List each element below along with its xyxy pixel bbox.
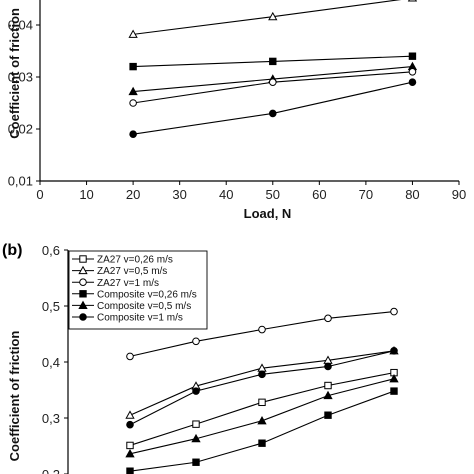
panel-b-series-1-point xyxy=(324,381,332,390)
panel-b-legend-entry: ZA27 v=0,26 m/s xyxy=(97,255,173,266)
panel-a-x-tick-label: 0 xyxy=(36,187,43,202)
panel-b-series-4-point xyxy=(192,458,200,466)
panel-b-legend-marker xyxy=(79,278,87,287)
panel-b-legend-entry: Composite v=0,26 m/s xyxy=(97,289,197,300)
panel-b-legend-entry: Composite v=0,5 m/s xyxy=(97,301,191,312)
panel-b-legend-box xyxy=(68,250,208,330)
panel-a-x-tick-label: 10 xyxy=(79,187,93,202)
panel-a-series-2-point xyxy=(269,57,277,66)
panel-b-series-6-point xyxy=(390,347,398,355)
panel-b-y-axis-label: Coefficient of friction xyxy=(7,331,22,462)
panel-a-series-4-point xyxy=(129,99,137,107)
panel-b-series-5-point xyxy=(257,415,267,425)
panel-b-y-tick-label: 0,3 xyxy=(42,411,60,426)
panel-b-series-3-point xyxy=(192,337,200,346)
panel-b-series-1-point xyxy=(192,420,200,428)
panel-b-series-4-point xyxy=(324,411,332,419)
panel-a-series-5-line xyxy=(133,81,413,135)
panel-a-y-tick-label: 0,01 xyxy=(8,174,33,189)
panel-a-x-tick-label: 60 xyxy=(312,187,326,202)
panel-a-series-5-point xyxy=(129,130,137,138)
panel-b-series-2-point xyxy=(125,410,135,419)
panel-a-series-5-point xyxy=(268,109,277,118)
panel-b-series-5-point xyxy=(125,449,135,458)
panel-b-legend-marker xyxy=(79,313,87,321)
panel-a-series-1-point xyxy=(407,0,418,2)
panel-b-chart: (b) 0,2 0,3 0,4 0,5 0,6 Coefficient of frictio… xyxy=(2,242,399,474)
panel-b-series-4-point xyxy=(258,439,266,447)
panel-b-series-5-point xyxy=(323,390,333,400)
panel-a-y-tick-label: 0,02 xyxy=(8,122,33,137)
panel-b-series-1-point xyxy=(126,441,134,450)
panel-b-series-3-point xyxy=(390,307,398,316)
panel-a-series-5-point xyxy=(408,78,417,86)
panel-b-series-1-point xyxy=(258,398,266,407)
panel-b-legend-entry: ZA27 v=0,5 m/s xyxy=(97,266,167,277)
panel-b-series-4-point xyxy=(126,467,134,474)
panel-a-x-tick-label: 50 xyxy=(266,187,280,202)
panel-b-legend-marker xyxy=(79,255,87,263)
panel-a-series-1-point xyxy=(268,11,278,21)
panel-a-y-tick-label: 0,03 xyxy=(8,70,33,85)
panel-a-x-axis-label: Load, N xyxy=(244,206,292,221)
panel-b-series-3-point xyxy=(126,352,134,361)
panel-b-series-3-point xyxy=(324,314,332,323)
panel-b-series-6-line xyxy=(129,350,395,426)
panel-b-legend-entry: ZA27 v=1 m/s xyxy=(97,278,159,289)
panel-a-chart: 0,01 0,02 0,03 0,04 0 10 20 30 40 50 60 70 80 90 Load,… xyxy=(7,0,466,221)
panel-a-series-3-point xyxy=(128,86,138,96)
panel-b-label: (b) xyxy=(2,242,22,259)
panel-b-legend-marker xyxy=(78,265,88,275)
panel-a-x-tick-label: 70 xyxy=(359,187,373,202)
panel-b-series-6-point xyxy=(324,362,332,371)
panel-b-series-5-point xyxy=(191,433,201,443)
panel-a-series-4-point xyxy=(408,68,417,76)
panel-a-y-tick-label: 0,04 xyxy=(8,18,33,33)
panel-a-x-tick-label: 30 xyxy=(172,187,186,202)
panel-a-x-tick-label: 40 xyxy=(219,187,233,202)
panel-b-legend-entry: Composite v=1 m/s xyxy=(97,313,183,324)
panel-b-legend-marker xyxy=(78,300,88,309)
panel-a-series-1-point xyxy=(128,29,138,38)
panel-b-y-tick-label: 0,6 xyxy=(42,243,60,258)
panel-b-series-6-point xyxy=(258,370,266,379)
panel-a-series-2-point xyxy=(408,52,417,60)
panel-b-series-4-point xyxy=(390,387,398,395)
panel-a-y-axis-label: Coefficient of friction xyxy=(7,8,22,139)
panel-b-series-6-point xyxy=(192,387,200,395)
panel-b-series-6-point xyxy=(126,420,134,429)
panel-a-series-4-point xyxy=(268,78,277,86)
panel-b-y-tick-label: 0,5 xyxy=(42,299,60,314)
panel-a-x-tick-label: 90 xyxy=(452,187,466,202)
panel-a-series-2-point xyxy=(129,62,137,71)
panel-b-series-5-point xyxy=(389,373,399,383)
panel-b-y-tick-label: 0,2 xyxy=(42,467,60,474)
panel-b-series-1-line xyxy=(129,372,395,446)
panel-a-x-tick-label: 80 xyxy=(405,187,419,202)
panel-a-x-tick-label: 20 xyxy=(126,187,140,202)
panel-b-y-tick-label: 0,4 xyxy=(42,355,60,370)
panel-b-legend-marker xyxy=(79,290,87,298)
panel-b-series-3-point xyxy=(258,325,266,334)
